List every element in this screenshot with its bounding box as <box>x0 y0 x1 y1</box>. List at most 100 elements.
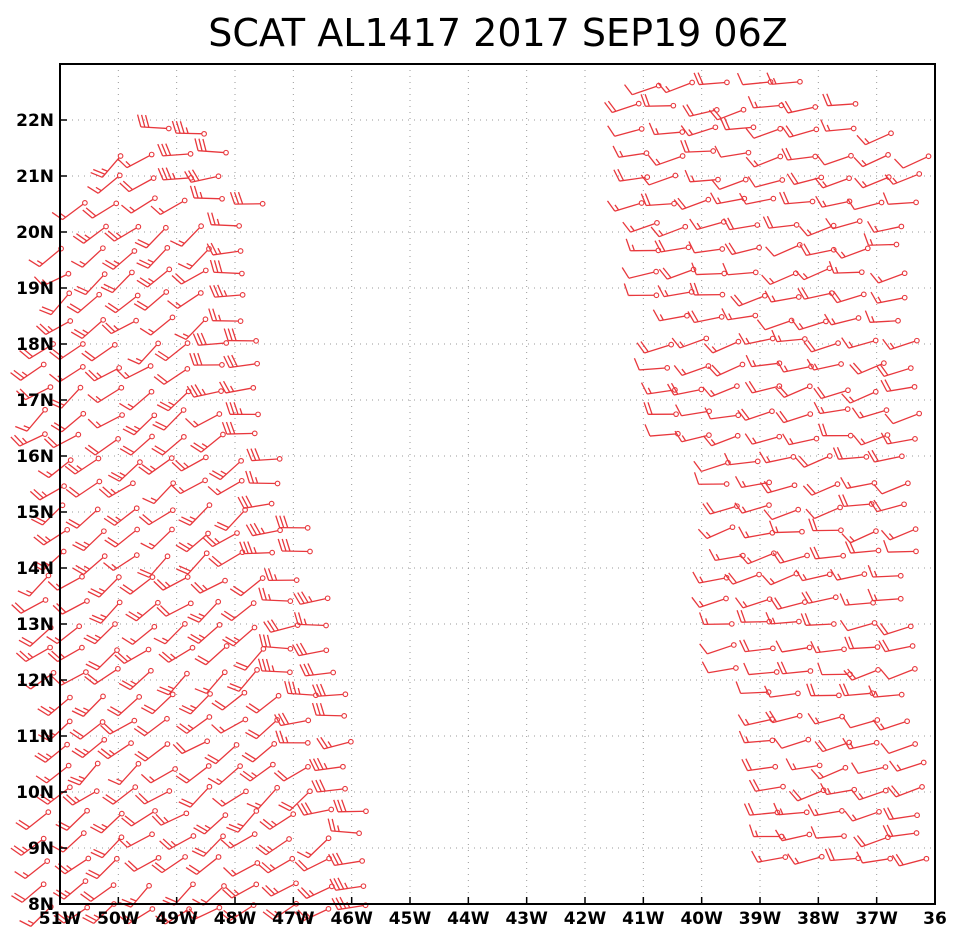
wind-barb <box>14 858 51 880</box>
wind-barb <box>782 433 820 446</box>
wind-barb <box>153 365 191 385</box>
wind-barb <box>150 197 188 216</box>
wind-barb <box>274 712 312 727</box>
wind-barb <box>17 572 52 597</box>
wind-barb <box>889 759 927 772</box>
wind-barb <box>673 196 712 210</box>
wind-barb <box>814 175 852 189</box>
wind-barb <box>825 217 863 230</box>
wind-barb <box>10 431 48 447</box>
wind-barb <box>28 245 64 268</box>
wind-barb <box>16 384 54 401</box>
wind-barb <box>748 824 785 840</box>
wind-barb <box>806 683 842 699</box>
wind-barb <box>223 860 261 877</box>
wind-barb <box>745 153 784 168</box>
wind-barb <box>824 848 862 862</box>
wind-barb <box>219 380 257 394</box>
wind-barb <box>698 612 735 627</box>
wind-barb <box>893 153 932 169</box>
wind-barb <box>194 138 229 156</box>
wind-barb <box>87 574 122 598</box>
wind-barb <box>876 623 914 636</box>
wind-barb <box>73 271 108 296</box>
y-tick-label: 16N <box>16 447 54 467</box>
wind-barb <box>739 550 777 565</box>
wind-barb <box>880 432 918 445</box>
wind-barb <box>107 760 142 786</box>
wind-barb <box>785 758 823 771</box>
wind-barb <box>880 379 918 393</box>
wind-barb <box>275 515 311 531</box>
y-tick-label: 18N <box>16 335 54 355</box>
wind-barb <box>883 539 919 555</box>
wind-barb <box>209 259 245 277</box>
wind-barb <box>263 619 301 633</box>
x-tick-label: 38W <box>797 909 840 929</box>
wind-barb <box>765 612 802 625</box>
wind-barb <box>47 573 85 591</box>
wind-barb <box>229 575 266 597</box>
wind-barb <box>622 220 660 233</box>
wind-barb <box>788 787 827 802</box>
wind-barb <box>170 223 204 247</box>
wind-barb <box>657 79 695 94</box>
wind-barb <box>744 433 783 445</box>
wind-barb <box>800 613 837 627</box>
wind-barb <box>184 169 222 183</box>
wind-barb <box>816 152 854 166</box>
wind-barb <box>178 691 213 715</box>
wind-barb <box>776 661 814 675</box>
wind-barb <box>117 151 155 169</box>
wind-barb <box>293 591 331 605</box>
wind-barb <box>139 314 176 336</box>
x-tick-label: 45W <box>389 909 432 929</box>
wind-barb <box>882 192 919 206</box>
wind-barb <box>761 270 799 286</box>
wind-barb <box>134 788 173 805</box>
y-tick-label: 13N <box>16 615 54 635</box>
wind-barb <box>225 402 261 418</box>
wind-barb <box>49 341 86 361</box>
wind-barb <box>136 266 173 288</box>
wind-barb <box>15 809 52 831</box>
wind-barb <box>178 783 213 808</box>
wind-barb <box>838 494 875 508</box>
wind-barb <box>18 624 54 647</box>
wind-barb <box>769 520 805 535</box>
wind-barb <box>108 459 143 482</box>
wind-barb <box>806 358 844 371</box>
wind-barb <box>136 244 171 269</box>
wind-barb <box>49 384 84 409</box>
wind-barb <box>824 313 862 326</box>
wind-barb <box>814 739 853 753</box>
wind-barb <box>192 332 230 346</box>
wind-barb <box>226 808 260 833</box>
wind-barb <box>844 636 881 650</box>
wind-barb <box>839 619 878 632</box>
x-tick-label: 51W <box>39 909 82 929</box>
wind-barb <box>156 670 190 696</box>
wind-barb <box>854 174 892 189</box>
wind-barb <box>867 221 905 233</box>
wind-barb <box>833 245 871 259</box>
wind-barb <box>122 412 158 436</box>
wind-barb <box>158 644 196 663</box>
wind-barb <box>65 506 101 529</box>
wind-barb <box>807 713 845 725</box>
wind-barb <box>882 337 920 350</box>
wind-barb <box>723 452 761 466</box>
wind-barb <box>775 640 813 653</box>
wind-barb <box>880 741 919 755</box>
wind-barb <box>640 172 679 186</box>
wind-barb <box>623 283 660 299</box>
wind-barb <box>773 736 812 749</box>
wind-barb <box>311 779 348 793</box>
wind-barb <box>763 506 802 521</box>
wind-barb <box>650 223 689 238</box>
wind-barb <box>606 200 645 212</box>
x-tick-label: 36 <box>923 909 947 929</box>
wind-barb <box>20 669 57 690</box>
wind-barb <box>11 597 49 614</box>
wind-barb <box>50 410 87 433</box>
